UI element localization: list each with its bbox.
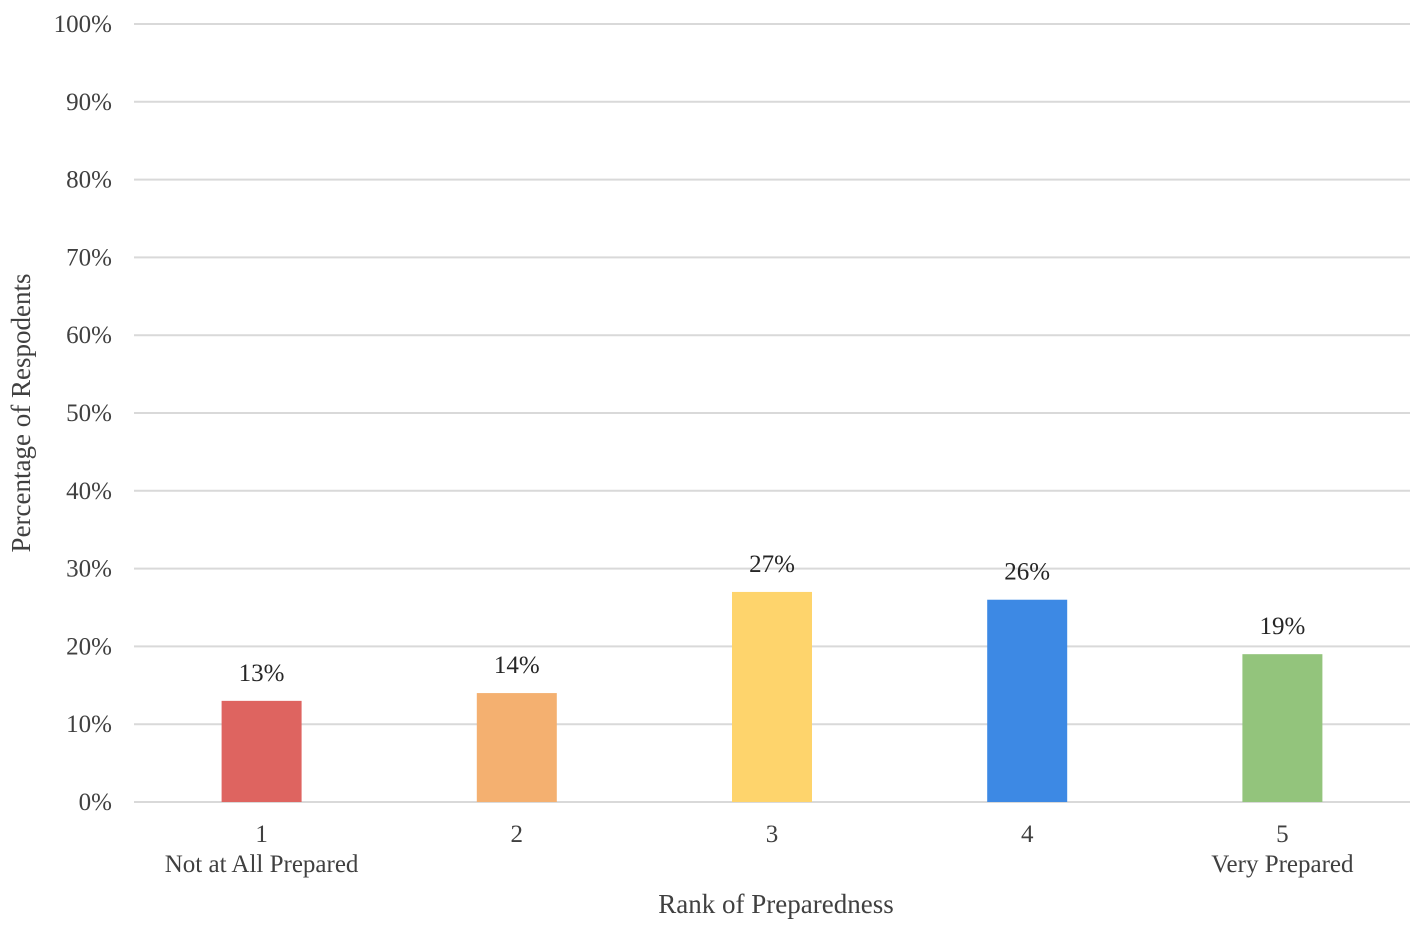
data-label: 13% <box>239 660 285 687</box>
bars <box>221 591 1323 802</box>
y-tick-label: 90% <box>66 89 112 116</box>
bar <box>476 693 557 802</box>
bar <box>221 700 302 802</box>
bar <box>1242 654 1323 802</box>
y-tick-label: 10% <box>66 711 112 738</box>
bar <box>732 591 812 802</box>
x-tick-label: 5 <box>1276 821 1289 848</box>
y-tick-label: 50% <box>66 400 112 427</box>
x-category-sublabel: Very Prepared <box>1211 851 1354 878</box>
y-tick-label: 80% <box>66 167 112 194</box>
x-axis-title: Rank of Preparedness <box>658 889 893 919</box>
x-tick-label: 2 <box>511 821 524 848</box>
data-label: 19% <box>1259 613 1305 640</box>
y-tick-label: 100% <box>54 11 112 38</box>
x-tick-label: 3 <box>766 821 779 848</box>
y-tick-label: 30% <box>66 556 112 583</box>
bar <box>987 599 1068 802</box>
y-axis-title: Percentage of Respodents <box>6 274 36 553</box>
y-tick-label: 0% <box>79 789 112 816</box>
y-axis-tick-labels: 0% 10% 20% 30% 40% 50% 60% 70% 80% 90% 100% <box>54 11 112 816</box>
y-tick-label: 20% <box>66 633 112 660</box>
data-label: 27% <box>749 551 795 578</box>
x-tick-label: 1 <box>255 821 268 848</box>
x-axis-category-labels: 1 Not at All Prepared 2 3 4 5 Very Prepared <box>165 821 1354 878</box>
y-tick-label: 70% <box>66 244 112 271</box>
y-tick-label: 40% <box>66 478 112 505</box>
data-labels: 13% 14% 27% 26% 19% <box>239 551 1306 687</box>
data-label: 26% <box>1004 559 1050 586</box>
gridlines <box>134 23 1410 803</box>
y-tick-label: 60% <box>66 322 112 349</box>
x-category-sublabel: Not at All Prepared <box>165 851 359 878</box>
data-label: 14% <box>494 652 540 679</box>
x-tick-label: 4 <box>1021 821 1034 848</box>
